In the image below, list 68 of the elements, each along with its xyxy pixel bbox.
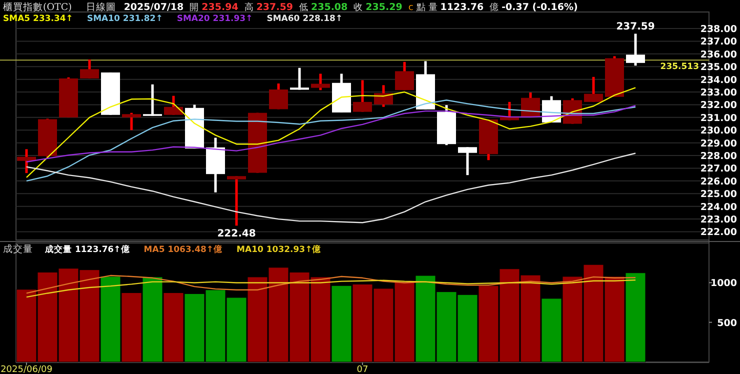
x-tick-label: 2025/06/09	[0, 365, 53, 374]
y-tick-label: 230.00	[700, 126, 738, 137]
annotation: 收	[354, 2, 363, 13]
y-tick-label: 1000	[710, 278, 738, 290]
y-tick-label: 223.00	[700, 214, 738, 226]
y-tick-label: 231.00	[700, 112, 738, 124]
y-tick-label: 236.00	[700, 49, 738, 60]
candlestick	[584, 76, 603, 104]
annotation: 235.94	[202, 2, 239, 13]
y-tick-label: 222.00	[700, 227, 738, 238]
candlestick	[395, 60, 414, 92]
line-series	[26, 279, 636, 298]
annotation: 237.59	[256, 2, 293, 13]
candlestick	[122, 112, 141, 132]
candlestick	[143, 83, 162, 118]
candlestick	[626, 32, 645, 67]
annotation: c	[408, 3, 414, 13]
candlestick	[17, 148, 36, 174]
annotation: 億	[490, 2, 499, 13]
x-tick-label: 07	[356, 365, 368, 374]
y-tick-label: 500	[717, 318, 738, 329]
ref-line-label: 235.513	[660, 62, 700, 72]
text: MA5 1063.48↑億	[144, 244, 224, 255]
chart-title: 櫃買指數(OTC)	[3, 1, 72, 13]
y-tick-label: 238.00	[700, 24, 738, 36]
annotation: 點	[415, 2, 426, 13]
y-tick-label: 226.00	[700, 176, 738, 188]
text: SMA10 231.82↑	[86, 14, 163, 24]
annotation: 237.59	[616, 22, 655, 33]
y-tick-label: 237.00	[700, 36, 738, 48]
candlestick	[80, 58, 99, 80]
text: SMA5 233.34↑	[3, 14, 73, 24]
annotation: 1123.76	[440, 2, 484, 13]
y-tick-label: 235.00	[700, 62, 738, 74]
annotation: 2025/07/18	[124, 2, 184, 13]
candlestick	[374, 84, 393, 108]
line-series	[26, 152, 636, 224]
candlestick	[269, 82, 288, 110]
chart-subtitle: 日線圖	[86, 2, 116, 13]
annotation: 量	[428, 2, 438, 13]
annotation: 222.48	[217, 228, 256, 240]
candlestick	[458, 146, 477, 176]
text: SMA60 228.18↑	[266, 14, 343, 24]
y-tick-label: 232.00	[700, 100, 738, 112]
line-series	[26, 274, 636, 294]
text: 成交量 1123.76↑億	[44, 244, 131, 255]
annotation: -0.37 (-0.16%)	[502, 2, 578, 13]
annotation: 開	[190, 2, 199, 13]
text: SMA20 231.93↑	[176, 14, 253, 24]
candlestick	[290, 66, 309, 91]
candlestick	[353, 78, 372, 114]
line-series	[26, 87, 636, 178]
annotation: 高	[244, 2, 254, 13]
annotation: 235.29	[366, 2, 402, 13]
text: MA10 1032.93↑億	[236, 244, 322, 255]
annotation: 235.08	[310, 2, 348, 13]
candlestick	[164, 94, 183, 116]
candlestick	[227, 174, 246, 227]
y-tick-label: 227.00	[700, 164, 738, 175]
y-tick-label: 234.00	[700, 74, 738, 86]
y-tick-label: 233.00	[700, 88, 738, 99]
y-tick-label: 228.00	[700, 151, 738, 162]
chart-title: 成交量	[3, 243, 33, 255]
y-tick-label: 224.00	[700, 202, 738, 213]
annotation: 低	[298, 2, 308, 13]
candlestick	[311, 72, 330, 92]
y-tick-label: 225.00	[700, 189, 738, 200]
y-tick-label: 229.00	[700, 138, 738, 150]
